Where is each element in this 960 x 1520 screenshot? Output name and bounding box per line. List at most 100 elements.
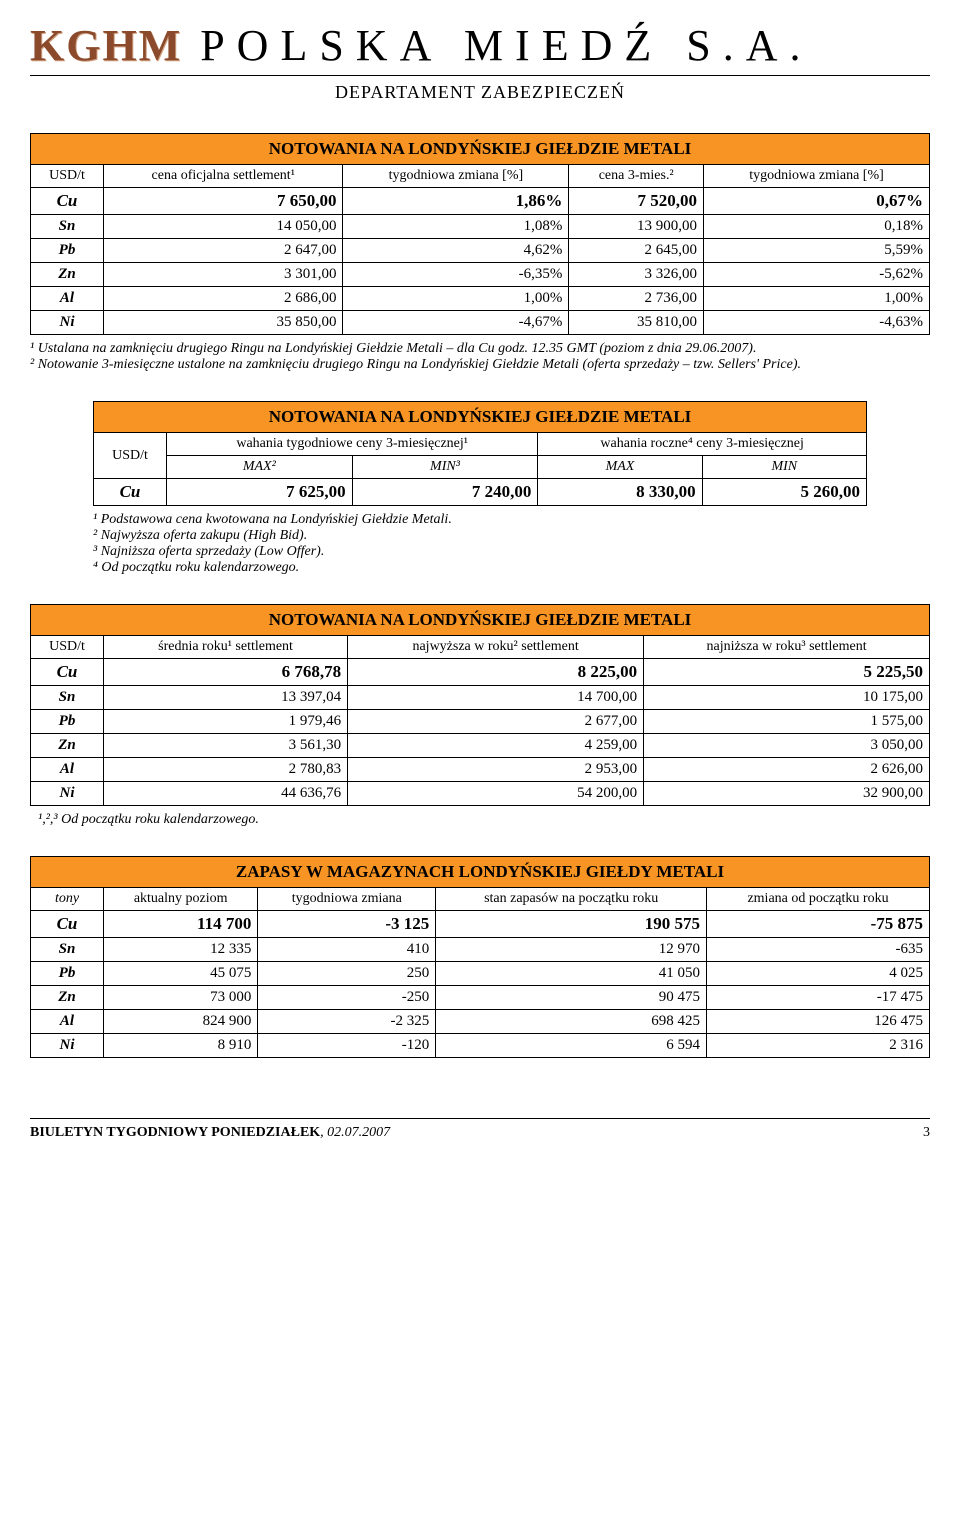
- value-cell: 0,18%: [704, 215, 930, 239]
- metal-cell: Pb: [31, 962, 104, 986]
- value-cell: 10 175,00: [644, 686, 930, 710]
- value-cell: -250: [258, 986, 436, 1010]
- table3-footnotes: ¹,²,³ Od początku roku kalendarzowego.: [38, 812, 930, 828]
- value-cell: -4,63%: [704, 311, 930, 335]
- metal-cell: Cu: [31, 911, 104, 938]
- table-row: Al824 900-2 325698 425126 475: [31, 1010, 930, 1034]
- value-cell: -3 125: [258, 911, 436, 938]
- value-cell: 73 000: [104, 986, 258, 1010]
- table1-col-d: tygodniowa zmiana [%]: [704, 165, 930, 188]
- table-row: Pb1 979,462 677,001 575,00: [31, 710, 930, 734]
- table3-title: NOTOWANIA NA LONDYŃSKIEJ GIEŁDZIE METALI: [31, 605, 930, 636]
- metal-cell: Zn: [31, 734, 104, 758]
- table3-col-c: najniższa w roku³ settlement: [644, 636, 930, 659]
- table-row: Cu114 700-3 125190 575-75 875: [31, 911, 930, 938]
- metal-cell: Al: [31, 1010, 104, 1034]
- value-cell: 126 475: [707, 1010, 930, 1034]
- table2-sub-min: MIN³: [352, 456, 538, 479]
- table1-title: NOTOWANIA NA LONDYŃSKIEJ GIEŁDZIE METALI: [31, 134, 930, 165]
- value-cell: 698 425: [436, 1010, 707, 1034]
- value-cell: 2 647,00: [104, 239, 343, 263]
- value-cell: 3 301,00: [104, 263, 343, 287]
- table1-col-a: cena oficjalna settlement¹: [104, 165, 343, 188]
- value-cell: -6,35%: [343, 263, 569, 287]
- value-cell: 44 636,76: [104, 782, 348, 806]
- value-cell: 14 700,00: [348, 686, 644, 710]
- value-cell: 4 259,00: [348, 734, 644, 758]
- metal-cell: Cu: [31, 188, 104, 215]
- table3-col-b: najwyższa w roku² settlement: [348, 636, 644, 659]
- value-cell: -120: [258, 1034, 436, 1058]
- table4-col-c: stan zapasów na początku roku: [436, 888, 707, 911]
- value-cell: 3 326,00: [569, 263, 704, 287]
- value-cell: 2 316: [707, 1034, 930, 1058]
- metal-cell: Zn: [31, 986, 104, 1010]
- table3-col-a: średnia roku¹ settlement: [104, 636, 348, 659]
- metal-cell: Cu: [31, 659, 104, 686]
- value-cell: 41 050: [436, 962, 707, 986]
- table4-col-b: tygodniowa zmiana: [258, 888, 436, 911]
- table-row: Ni44 636,7654 200,0032 900,00: [31, 782, 930, 806]
- table1-col-b: tygodniowa zmiana [%]: [343, 165, 569, 188]
- value-cell: 114 700: [104, 911, 258, 938]
- value-cell: 90 475: [436, 986, 707, 1010]
- table-row: Ni35 850,00-4,67%35 810,00-4,63%: [31, 311, 930, 335]
- logo-bold: KGHM: [30, 20, 182, 71]
- value-cell: 1,00%: [704, 287, 930, 311]
- value-cell: -635: [707, 938, 930, 962]
- table-row: Pb2 647,004,62%2 645,005,59%: [31, 239, 930, 263]
- table4-col-d: zmiana od początku roku: [707, 888, 930, 911]
- table-row: Sn13 397,0414 700,0010 175,00: [31, 686, 930, 710]
- value-cell: 35 850,00: [104, 311, 343, 335]
- table4-col-a: aktualny poziom: [104, 888, 258, 911]
- footer-title: BIULETYN TYGODNIOWY PONIEDZIAŁEK, 02.07.…: [30, 1125, 390, 1141]
- value-cell: 6 594: [436, 1034, 707, 1058]
- page-footer: BIULETYN TYGODNIOWY PONIEDZIAŁEK, 02.07.…: [30, 1118, 930, 1141]
- value-cell: 45 075: [104, 962, 258, 986]
- value-cell: -17 475: [707, 986, 930, 1010]
- table2-group-b: wahania roczne⁴ ceny 3-miesięcznej: [538, 433, 867, 456]
- value-cell: 8 225,00: [348, 659, 644, 686]
- table2-sub-min2: MIN: [702, 456, 866, 479]
- page-number: 3: [923, 1125, 930, 1141]
- metal-cell: Sn: [31, 215, 104, 239]
- value-cell: -2 325: [258, 1010, 436, 1034]
- value-cell: 2 626,00: [644, 758, 930, 782]
- value-cell: -4,67%: [343, 311, 569, 335]
- metal-cell: Pb: [31, 239, 104, 263]
- table-row: Ni8 910-1206 5942 316: [31, 1034, 930, 1058]
- table-row: Sn14 050,001,08%13 900,000,18%: [31, 215, 930, 239]
- value-cell: 54 200,00: [348, 782, 644, 806]
- value-cell: 4,62%: [343, 239, 569, 263]
- table-row: Al2 686,001,00%2 736,001,00%: [31, 287, 930, 311]
- value-cell: 5 225,50: [644, 659, 930, 686]
- value-cell: 250: [258, 962, 436, 986]
- metal-cell: Al: [31, 287, 104, 311]
- table-row: Cu6 768,788 225,005 225,50: [31, 659, 930, 686]
- table-row: Zn3 561,304 259,003 050,00: [31, 734, 930, 758]
- table4-title: ZAPASY W MAGAZYNACH LONDYŃSKIEJ GIEŁDY M…: [31, 857, 930, 888]
- value-cell: 2 677,00: [348, 710, 644, 734]
- table-row: Al2 780,832 953,002 626,00: [31, 758, 930, 782]
- value-cell: 35 810,00: [569, 311, 704, 335]
- value-cell: 32 900,00: [644, 782, 930, 806]
- table4-unit: tony: [31, 888, 104, 911]
- table2-title: NOTOWANIA NA LONDYŃSKIEJ GIEŁDZIE METALI: [94, 402, 867, 433]
- value-cell: -5,62%: [704, 263, 930, 287]
- table2-sub-max2: MAX: [538, 456, 702, 479]
- value-cell: 5,59%: [704, 239, 930, 263]
- value-cell: 410: [258, 938, 436, 962]
- table1-footnotes: ¹ Ustalana na zamknięciu drugiego Ringu …: [30, 341, 930, 373]
- value-cell: 4 025: [707, 962, 930, 986]
- metal-cell: Pb: [31, 710, 104, 734]
- metal-cell: Zn: [31, 263, 104, 287]
- table-row: Sn12 33541012 970-635: [31, 938, 930, 962]
- value-cell: 12 970: [436, 938, 707, 962]
- table-stocks: ZAPASY W MAGAZYNACH LONDYŃSKIEJ GIEŁDY M…: [30, 856, 930, 1058]
- table-row: Zn73 000-25090 475-17 475: [31, 986, 930, 1010]
- table2-group-a: wahania tygodniowe ceny 3-miesięcznej¹: [167, 433, 538, 456]
- value-cell: 12 335: [104, 938, 258, 962]
- value-cell: 2 736,00: [569, 287, 704, 311]
- metal-cell: Al: [31, 758, 104, 782]
- value-cell: 7 520,00: [569, 188, 704, 215]
